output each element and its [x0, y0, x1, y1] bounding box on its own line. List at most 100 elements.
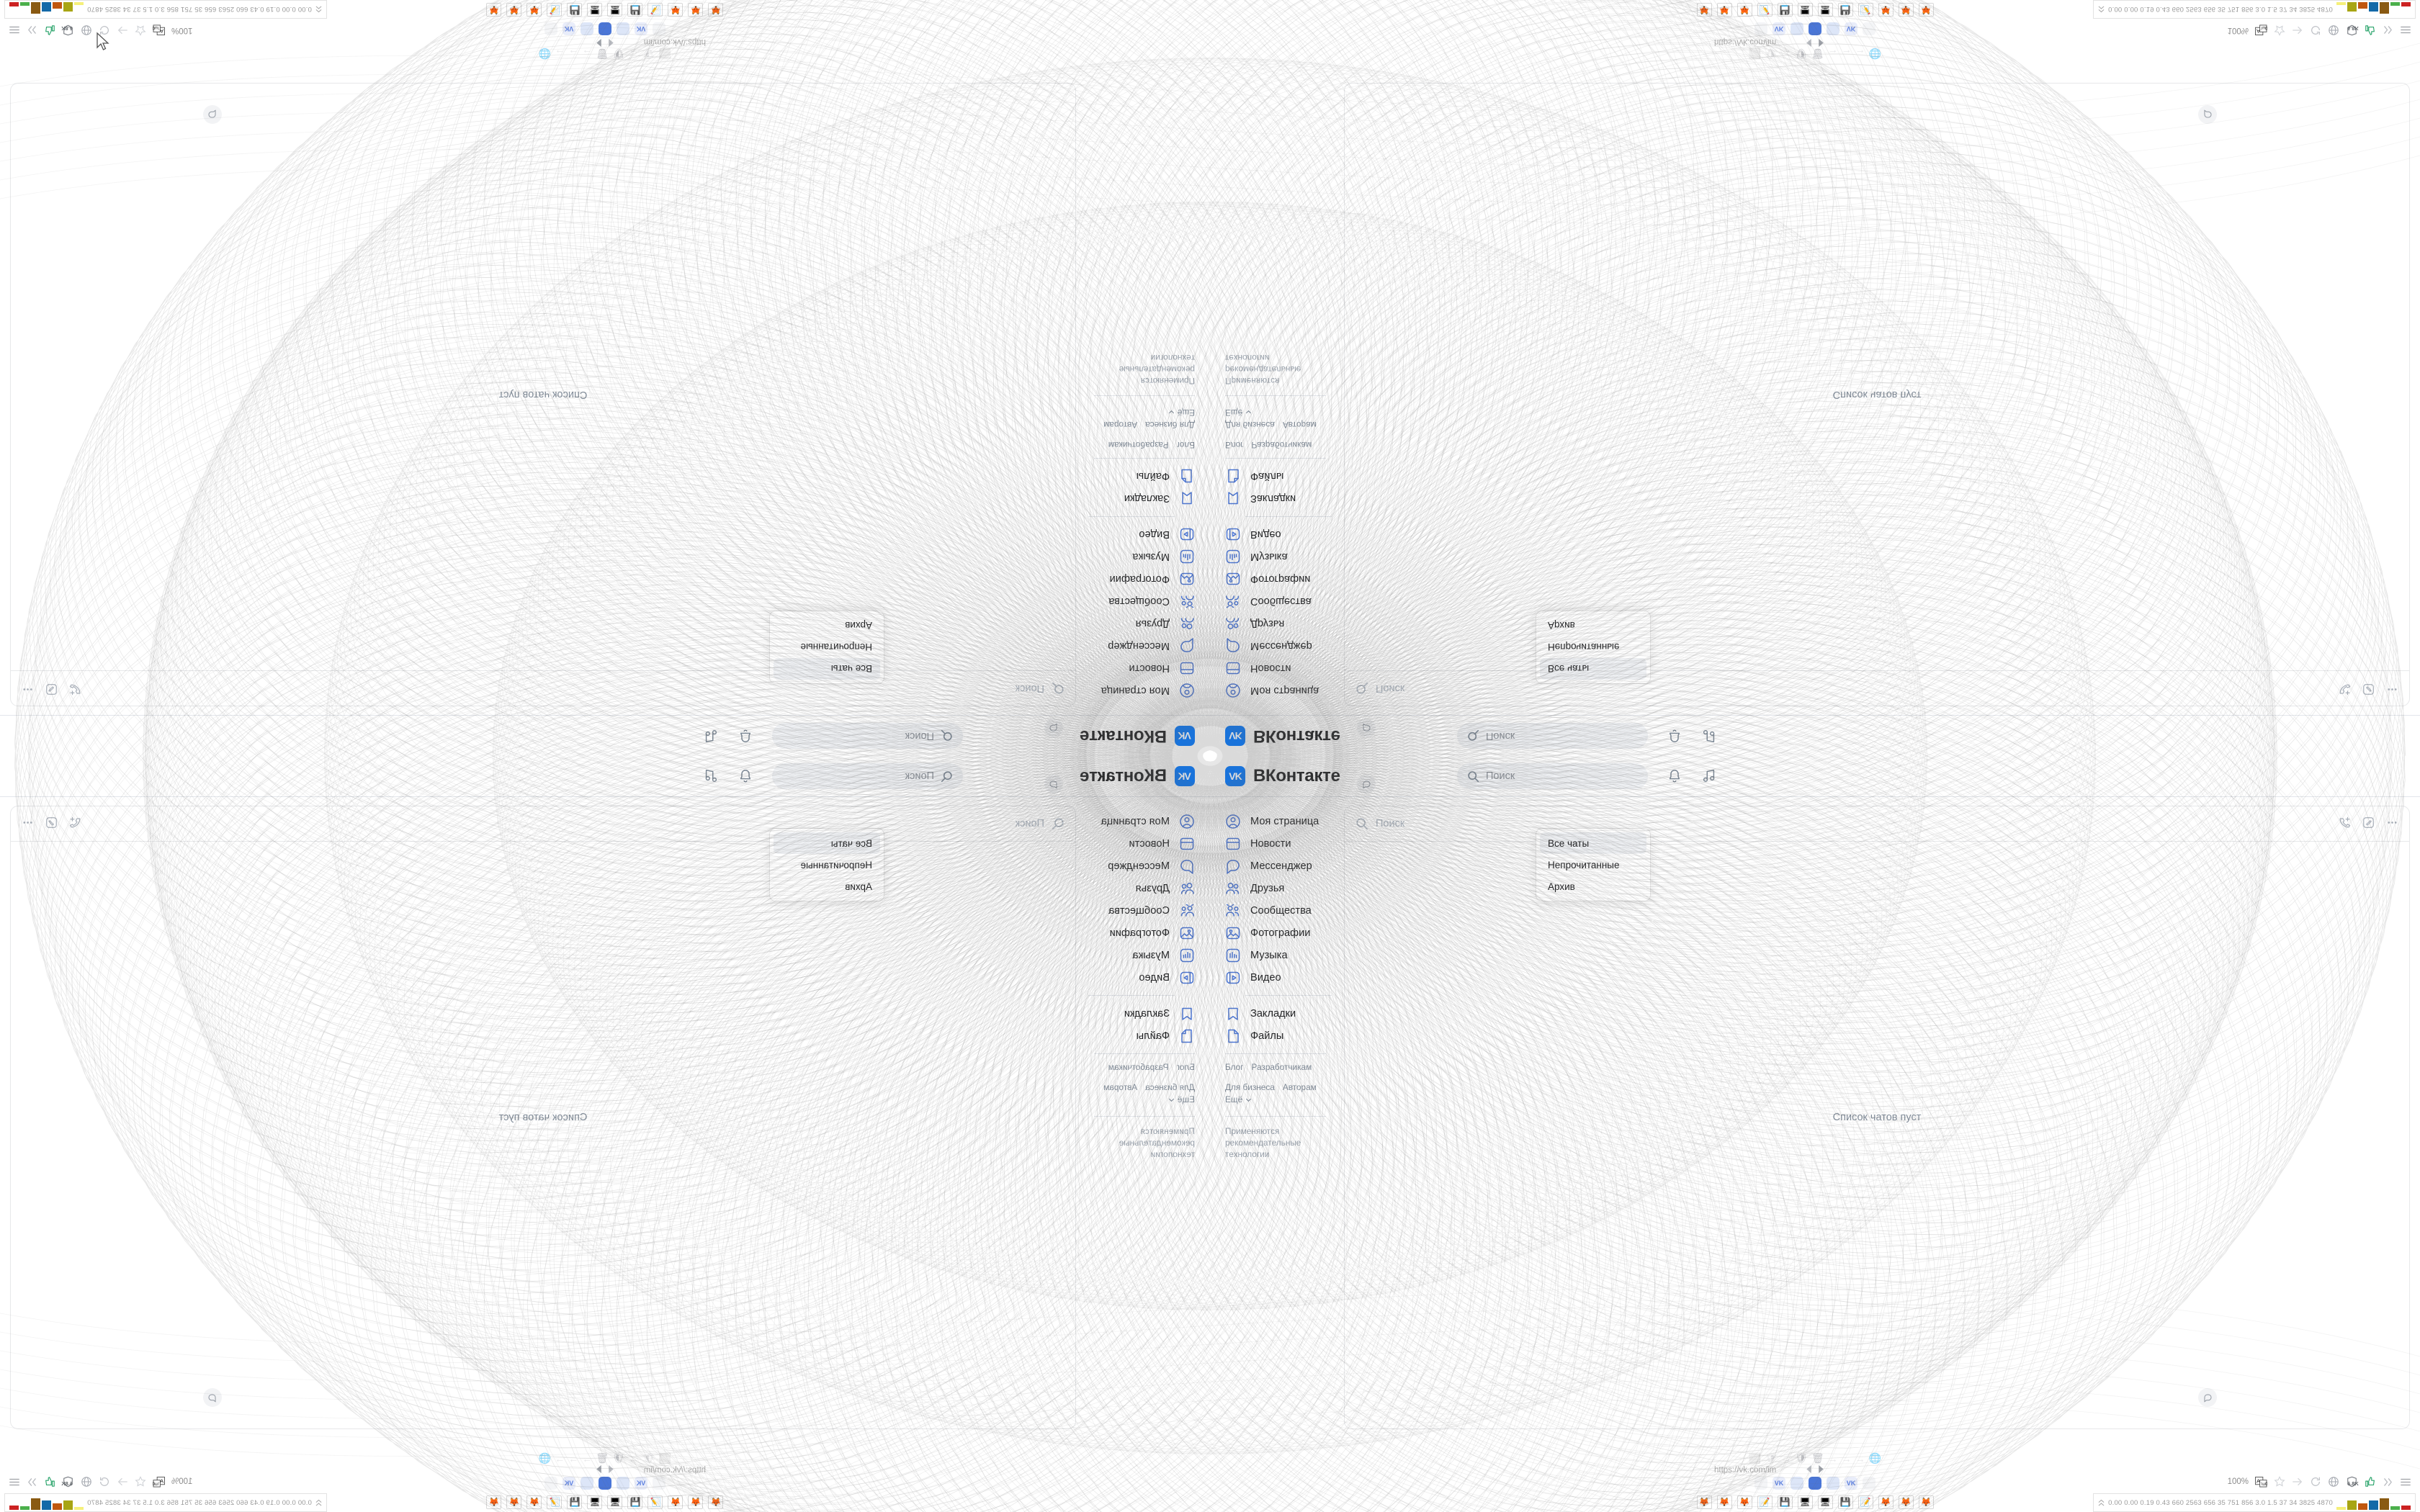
container-icon[interactable]: →: [1827, 1452, 1838, 1464]
sidebar-item-video[interactable]: Видео: [1225, 966, 1337, 989]
taskbar-app-firefox-9[interactable]: 🦊: [1878, 1495, 1894, 1509]
floating-action-top[interactable]: [1044, 719, 1063, 737]
browser-messenger-tab[interactable]: [617, 1477, 629, 1490]
floating-action-bottom[interactable]: [203, 1388, 222, 1407]
compose-icon[interactable]: [2362, 683, 2375, 696]
lock-icon[interactable]: ⬜: [658, 48, 672, 60]
shield-icon[interactable]: 🛡: [1765, 48, 1778, 60]
container-icon[interactable]: →: [582, 48, 593, 60]
footer-link-1[interactable]: Разработчикам: [1108, 440, 1169, 450]
forward-arrow-icon[interactable]: [595, 1464, 604, 1475]
sidebar-item-video[interactable]: Видео: [1225, 523, 1337, 546]
sidebar-item-news[interactable]: Новости: [1225, 832, 1337, 855]
shield-filled-icon[interactable]: 🛡: [612, 48, 625, 60]
globe-icon[interactable]: [2328, 24, 2339, 36]
zoom-level-label[interactable]: 100%: [2227, 26, 2249, 35]
collapse-chevrons-icon[interactable]: [315, 6, 322, 14]
filter-all-chats[interactable]: Все чаты: [1540, 658, 1646, 680]
call-add-icon[interactable]: [68, 683, 82, 696]
sidebar-item-news[interactable]: Новости: [1083, 657, 1195, 680]
browser-ghost-tab[interactable]: [1754, 1477, 1767, 1490]
compose-icon[interactable]: [45, 816, 58, 829]
browser-messenger-tab-active[interactable]: [1809, 22, 1821, 35]
footer-more-link[interactable]: Ещё: [1225, 408, 1243, 418]
footer-link-3[interactable]: Авторам: [1282, 420, 1317, 430]
forward-arrow-icon[interactable]: [2292, 1476, 2303, 1488]
forward-arrow-icon[interactable]: [595, 37, 604, 48]
taskbar-app-firefox-0[interactable]: 🦊: [1696, 1495, 1712, 1509]
bookmark-star-icon[interactable]: [135, 1476, 146, 1488]
sidebar-item-photos[interactable]: Фотографии: [1083, 568, 1195, 590]
reload-icon[interactable]: [2310, 24, 2321, 36]
zoom-level-label[interactable]: 100%: [171, 1477, 193, 1486]
collapse-chevrons-icon[interactable]: [2098, 1499, 2105, 1507]
taskbar-app-terminal-5[interactable]: 🖥: [1797, 3, 1813, 17]
browser-ghost-tab[interactable]: [653, 22, 666, 35]
shield-icon[interactable]: 🛡: [1765, 1452, 1778, 1464]
browser-messenger-tab[interactable]: [617, 22, 629, 35]
taskbar-app-notepad-3[interactable]: 📝: [647, 1495, 663, 1509]
call-add-icon[interactable]: [2338, 683, 2352, 696]
taskbar-app-firefox-2[interactable]: 🦊: [1736, 3, 1752, 17]
global-search-input[interactable]: Поиск: [772, 763, 963, 789]
bookmark-star-icon[interactable]: [2274, 1476, 2285, 1488]
taskbar-app-notepad-8[interactable]: 📝: [1857, 1495, 1873, 1509]
sidebar-item-messenger[interactable]: Мессенджер: [1225, 855, 1337, 877]
browser-messenger-tab-2[interactable]: [581, 1477, 593, 1490]
hamburger-menu-icon[interactable]: [2400, 25, 2411, 36]
trash-icon[interactable]: 🗑: [596, 48, 609, 60]
history-icon[interactable]: →: [1841, 1452, 1852, 1464]
hamburger-menu-icon[interactable]: [9, 25, 20, 36]
taskbar-app-floppy-64-7[interactable]: 💾: [1837, 3, 1853, 17]
taskbar-app-firefox-0[interactable]: 🦊: [1696, 3, 1712, 17]
shield-icon[interactable]: [62, 24, 74, 36]
music-note-icon[interactable]: [1701, 728, 1717, 744]
sidebar-item-photos[interactable]: Фотографии: [1225, 922, 1337, 944]
footer-link-2[interactable]: Для бизнеса: [1145, 420, 1195, 430]
sidebar-item-music[interactable]: Музыка: [1225, 944, 1337, 966]
taskbar-app-notepad-8[interactable]: 📝: [1857, 3, 1873, 17]
sidebar-item-my-page[interactable]: Моя страница: [1225, 810, 1337, 832]
floating-action-bottom[interactable]: [203, 105, 222, 124]
browser-ghost-tab[interactable]: [653, 1477, 666, 1490]
filter-archive[interactable]: Архив: [1548, 620, 1575, 631]
taskbar-app-floppy-save-4[interactable]: 💾: [627, 3, 643, 17]
container-icon[interactable]: →: [1827, 48, 1838, 60]
footer-link-0[interactable]: Блог: [1225, 1062, 1244, 1072]
taskbar-app-terminal-6[interactable]: 🖥: [587, 1495, 603, 1509]
browser-vk-tab-2[interactable]: VK: [1845, 1477, 1857, 1490]
browser-ghost-tab-2[interactable]: [1863, 1477, 1876, 1490]
vk-brand[interactable]: VK ВКонтакте: [979, 726, 1195, 746]
collapse-chevrons-icon[interactable]: [315, 1499, 322, 1507]
bell-icon[interactable]: [738, 728, 753, 744]
forward-arrow-icon[interactable]: →: [1781, 48, 1792, 60]
globe-icon[interactable]: [2328, 1476, 2339, 1488]
taskbar-app-firefox-2[interactable]: 🦊: [668, 3, 684, 17]
messenger-search-input[interactable]: Поиск: [1345, 806, 2409, 842]
shield-icon[interactable]: [2346, 1476, 2358, 1488]
globe-icon[interactable]: [81, 24, 92, 36]
sidebar-item-photos[interactable]: Фотографии: [1225, 568, 1337, 590]
sidebar-item-files[interactable]: Файлы: [1083, 465, 1195, 487]
reload-icon[interactable]: [99, 1476, 110, 1488]
taskbar-app-notepad-8[interactable]: 📝: [547, 3, 563, 17]
footer-link-1[interactable]: Разработчикам: [1251, 440, 1312, 450]
forward-arrow-icon[interactable]: [1816, 1464, 1826, 1475]
floating-action-bottom[interactable]: [2198, 105, 2217, 124]
back-arrow-icon[interactable]: [606, 1464, 616, 1475]
back-arrow-icon[interactable]: [606, 37, 616, 48]
footer-link-1[interactable]: Разработчикам: [1251, 1062, 1312, 1072]
sidebar-item-files[interactable]: Файлы: [1083, 1025, 1195, 1047]
taskbar-app-firefox-10[interactable]: 🦊: [506, 1495, 522, 1509]
browser-vk-tab[interactable]: VK: [1773, 1477, 1785, 1490]
bell-icon[interactable]: [1667, 728, 1682, 744]
floating-action-bottom[interactable]: [2198, 1388, 2217, 1407]
taskbar-app-floppy-64-7[interactable]: 💾: [567, 3, 583, 17]
sidebar-item-music[interactable]: Музыка: [1083, 546, 1195, 568]
taskbar-app-firefox-11[interactable]: 🦊: [1918, 3, 1934, 17]
filter-archive[interactable]: Архив: [845, 881, 872, 892]
sidebar-item-my-page[interactable]: Моя страница: [1083, 810, 1195, 832]
taskbar-app-terminal-5[interactable]: 🖥: [1797, 1495, 1813, 1509]
lock-icon[interactable]: ⬜: [658, 1452, 672, 1464]
sidebar-item-bookmarks[interactable]: Закладки: [1225, 1002, 1337, 1025]
